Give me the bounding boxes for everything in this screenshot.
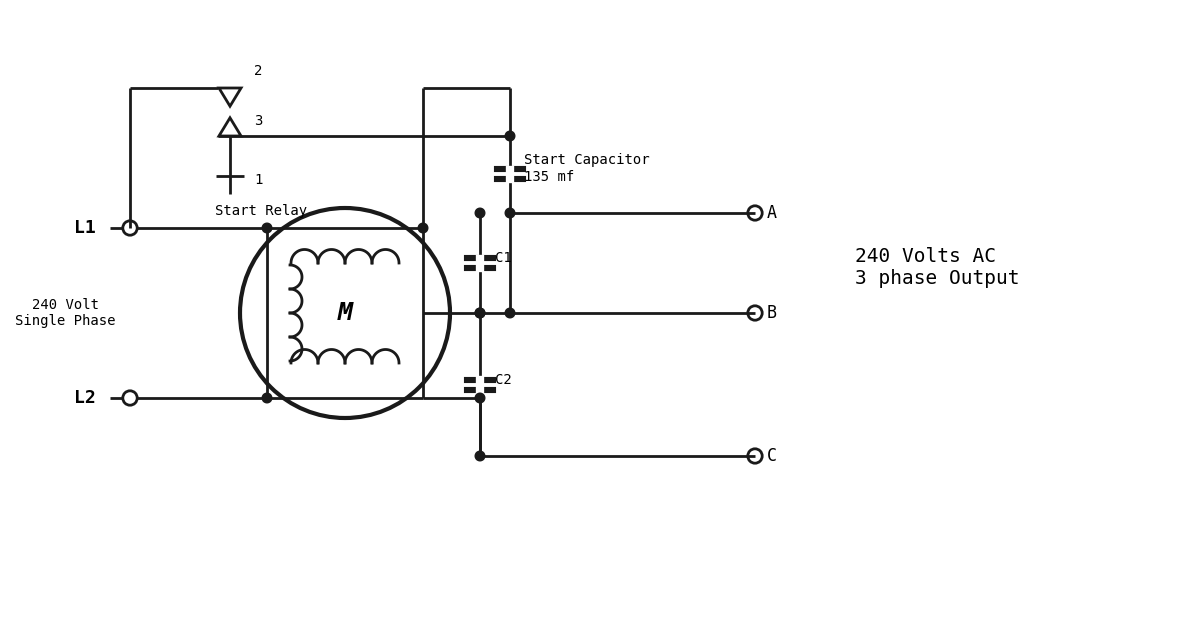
Text: L1: L1 — [74, 219, 96, 237]
Text: L2: L2 — [74, 389, 96, 407]
Text: 2: 2 — [254, 64, 262, 78]
Text: B: B — [767, 304, 776, 322]
Text: 240 Volts AC
3 phase Output: 240 Volts AC 3 phase Output — [854, 247, 1020, 289]
Circle shape — [262, 393, 272, 403]
Text: 1: 1 — [254, 173, 262, 187]
Circle shape — [475, 308, 485, 318]
Circle shape — [475, 393, 485, 403]
Text: C2: C2 — [494, 373, 511, 386]
Circle shape — [419, 223, 428, 233]
Text: C: C — [767, 447, 776, 465]
Text: 240 Volt
Single Phase: 240 Volt Single Phase — [14, 298, 115, 328]
Circle shape — [505, 131, 515, 141]
Text: 3: 3 — [254, 114, 262, 128]
Text: Start Relay: Start Relay — [215, 204, 307, 218]
Circle shape — [505, 308, 515, 318]
Circle shape — [475, 208, 485, 218]
Circle shape — [475, 451, 485, 461]
Text: C1: C1 — [494, 251, 511, 265]
Text: A: A — [767, 204, 776, 222]
Circle shape — [475, 308, 485, 318]
Text: Start Capacitor
135 mf: Start Capacitor 135 mf — [524, 153, 649, 184]
Circle shape — [505, 208, 515, 218]
Circle shape — [262, 223, 272, 233]
Text: M: M — [337, 301, 353, 325]
